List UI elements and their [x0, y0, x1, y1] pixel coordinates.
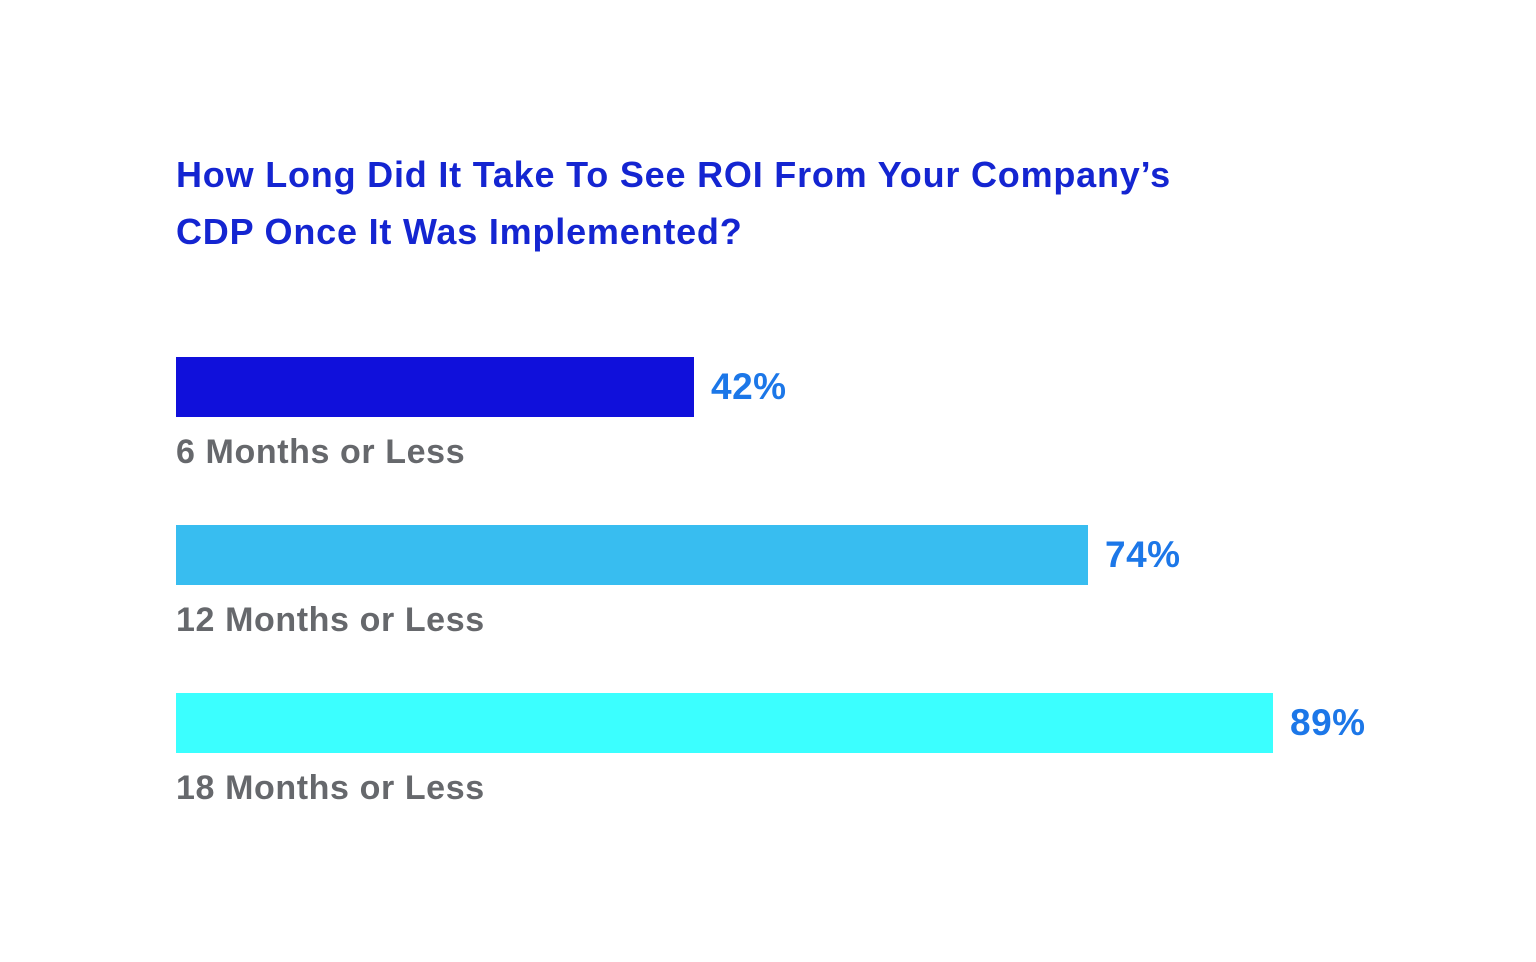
bar-line: 74% — [176, 525, 1476, 585]
bar-6-months-or-less — [176, 357, 694, 417]
bar-row-18-months: 89% 18 Months or Less — [176, 693, 1476, 809]
bar-line: 89% — [176, 693, 1476, 753]
bar-12-months-or-less — [176, 525, 1088, 585]
chart-title-line-1: How Long Did It Take To See ROI From You… — [176, 154, 1171, 195]
bars-area: 42% 6 Months or Less 74% 12 Months or Le… — [176, 357, 1476, 861]
category-label-12-months: 12 Months or Less — [176, 601, 485, 639]
category-label-18-months: 18 Months or Less — [176, 769, 485, 807]
category-label-6-months: 6 Months or Less — [176, 433, 466, 471]
chart-title-line-2: CDP Once It Was Implemented? — [176, 211, 743, 252]
chart-title: How Long Did It Take To See ROI From You… — [176, 146, 1396, 260]
value-label-18-months: 89% — [1290, 702, 1366, 743]
value-label-12-months: 74% — [1105, 534, 1181, 575]
bar-row-12-months: 74% 12 Months or Less — [176, 525, 1476, 641]
bar-18-months-or-less — [176, 693, 1273, 753]
bar-line: 42% — [176, 357, 1476, 417]
bar-row-6-months: 42% 6 Months or Less — [176, 357, 1476, 473]
value-label-6-months: 42% — [711, 366, 787, 407]
